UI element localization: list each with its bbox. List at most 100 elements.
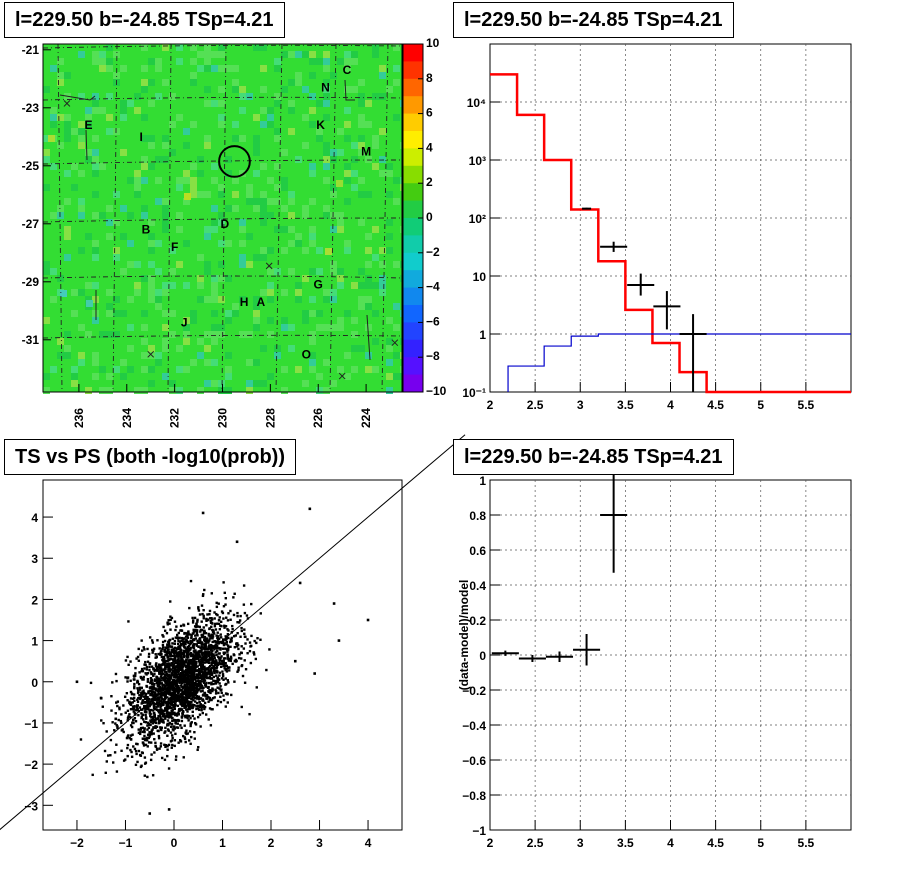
map-pixel <box>267 247 274 254</box>
scatter-point <box>163 673 166 676</box>
scatter-point <box>161 640 165 644</box>
scatter-point <box>178 679 181 682</box>
scatter-point <box>203 670 207 673</box>
scatter-point <box>227 612 230 615</box>
map-pixel <box>92 317 99 324</box>
scatter-point <box>178 695 182 699</box>
scatter-point <box>180 629 184 632</box>
scatter-point <box>120 749 123 752</box>
scatter-point <box>166 748 169 751</box>
map-pixel <box>190 58 197 65</box>
map-pixel <box>120 205 127 212</box>
scatter-point <box>183 645 186 648</box>
scatter-point <box>183 632 186 635</box>
scatter-point <box>131 718 135 722</box>
scatter-point <box>194 723 198 726</box>
scatter-point <box>209 637 212 640</box>
scatter-point <box>224 596 228 600</box>
scatter-point <box>174 661 178 665</box>
scatter-point <box>170 706 173 710</box>
scatter-point <box>205 655 208 659</box>
map-pixel <box>239 240 246 247</box>
scatter-point <box>213 696 216 699</box>
scatter-point <box>195 707 198 711</box>
scatter-point <box>180 716 184 719</box>
scatter-point <box>167 645 170 649</box>
map-source-label: J <box>181 315 188 329</box>
scatter-point <box>146 733 150 736</box>
scatter-x-tick-label: −1 <box>119 836 133 850</box>
scatter-point <box>174 713 177 717</box>
scatter-point <box>208 675 212 678</box>
scatter-point <box>165 701 169 705</box>
scatter-point <box>176 652 179 655</box>
map-pixel <box>309 240 316 247</box>
map-pixel <box>190 121 197 128</box>
scatter-point <box>190 692 193 695</box>
map-pixel <box>141 275 148 282</box>
map-pixel <box>113 247 120 254</box>
scatter-point <box>204 631 208 635</box>
colorbar-tick-label: 6 <box>426 106 433 120</box>
colorbar-swatch <box>403 200 423 219</box>
scatter-point <box>131 697 135 700</box>
map-pixel <box>225 317 232 324</box>
scatter-point <box>209 669 213 672</box>
scatter-point <box>212 645 215 649</box>
scatter-point <box>239 614 242 618</box>
map-pixel <box>246 359 253 366</box>
scatter-point <box>123 695 127 699</box>
map-pixel <box>351 184 358 191</box>
scatter-point <box>207 666 211 669</box>
scatter-point <box>169 731 173 734</box>
map-pixel <box>197 156 204 163</box>
scatter-point <box>139 722 143 726</box>
scatter-point <box>240 664 243 668</box>
scatter-point <box>162 698 166 701</box>
map-pixel <box>162 44 169 51</box>
scatter-point <box>139 726 143 730</box>
map-pixel <box>141 352 148 359</box>
scatter-point <box>195 644 199 647</box>
scatter-point <box>180 693 183 696</box>
map-pixel <box>204 51 211 58</box>
scatter-point <box>157 652 160 656</box>
scatter-point <box>110 709 113 712</box>
scatter-point <box>186 669 190 673</box>
scatter-point <box>166 656 169 659</box>
map-hotspot <box>336 180 343 187</box>
scatter-point <box>170 668 173 671</box>
residual-x-tick-label: 3.5 <box>617 836 634 850</box>
scatter-point <box>91 773 94 777</box>
scatter-point <box>201 670 204 674</box>
map-pixel <box>92 135 99 142</box>
map-pixel <box>281 177 288 184</box>
map-pixel <box>288 107 295 114</box>
scatter-point <box>207 718 210 721</box>
scatter-point <box>103 749 107 753</box>
scatter-point <box>189 700 192 704</box>
map-pixel <box>309 170 316 177</box>
scatter-point <box>207 634 211 637</box>
scatter-point <box>193 643 196 646</box>
map-pixel <box>274 135 281 142</box>
scatter-point <box>137 659 141 662</box>
map-pixel <box>78 142 85 149</box>
scatter-point <box>215 601 218 605</box>
scatter-point <box>134 720 138 723</box>
scatter-point <box>159 704 163 708</box>
scatter-point <box>185 688 188 692</box>
map-pixel <box>50 296 57 303</box>
scatter-point <box>146 695 149 699</box>
scatter-point <box>214 646 217 650</box>
map-pixel <box>379 170 386 177</box>
map-pixel <box>162 205 169 212</box>
scatter-point <box>212 679 215 682</box>
scatter-point <box>208 645 211 648</box>
scatter-point <box>192 694 195 698</box>
map-pixel <box>218 65 225 72</box>
map-pixel <box>225 156 232 163</box>
scatter-point <box>171 658 175 661</box>
scatter-point <box>220 659 224 663</box>
scatter-point <box>210 652 214 656</box>
